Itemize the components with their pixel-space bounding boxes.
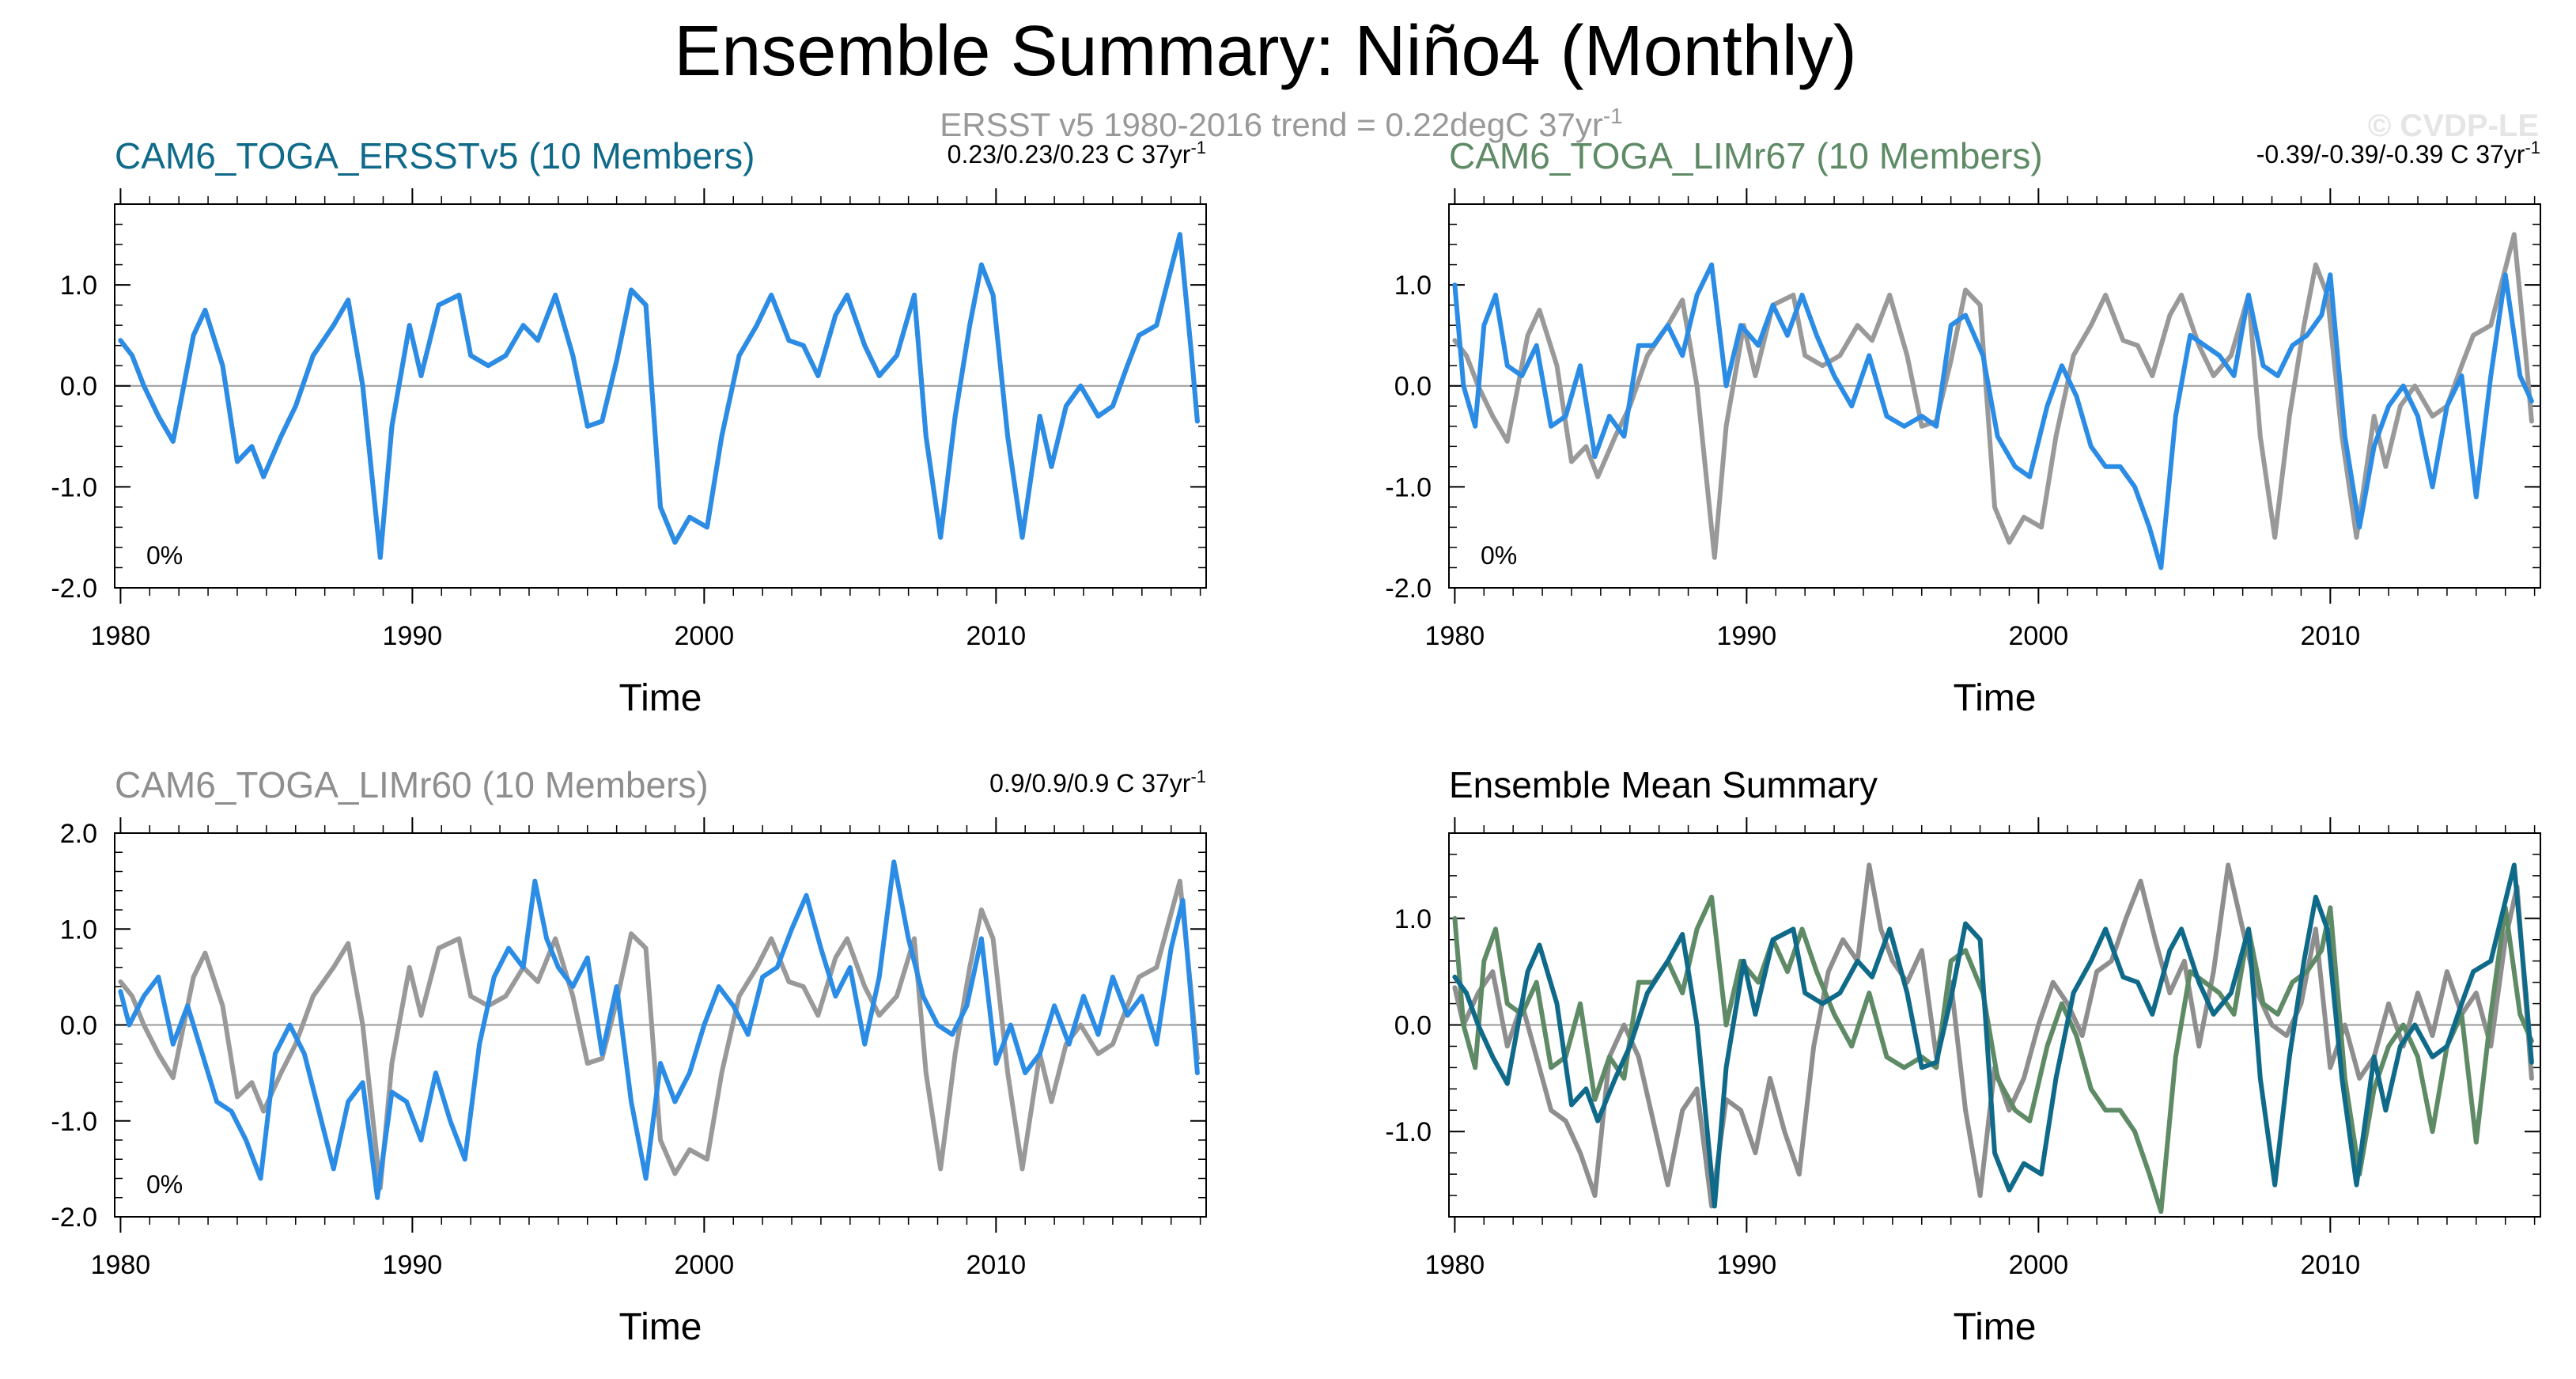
trend-label-superscript: -1 — [1190, 767, 1206, 786]
trend-label-text: -0.39/-0.39/-0.39 C 37yr — [2256, 140, 2525, 169]
y-tick-label: 1.0 — [1394, 904, 1432, 934]
panel-grid: CAM6_TOGA_ERSSTv5 (10 Members) 0.23/0.23/… — [51, 135, 2541, 1348]
y-tick-label: -1.0 — [1385, 1117, 1432, 1147]
x-axis-title: Time — [619, 677, 702, 719]
x-axis-title: Time — [619, 1306, 702, 1348]
y-tick-label: 2.0 — [60, 819, 97, 849]
panel-title: CAM6_TOGA_ERSSTv5 (10 Members) — [115, 135, 755, 176]
x-tick-label: 2010 — [966, 1250, 1027, 1280]
y-tick-label: -1.0 — [1385, 472, 1432, 502]
panel-ensmean: Ensemble Mean Summary -1.0 0.0 1.0 1980 1990 2… — [1385, 764, 2541, 1348]
observation-trend-text: ERSST v5 1980-2016 trend = 0.22degC 37yr — [940, 106, 1603, 143]
x-tick-label: 1990 — [383, 1250, 443, 1280]
panel-title: CAM6_TOGA_LIMr67 (10 Members) — [1449, 135, 2043, 176]
percent-label: 0% — [1481, 541, 1517, 570]
y-tick-label: 1.0 — [1394, 271, 1432, 301]
figure-title: Ensemble Summary: Niño4 (Monthly) — [674, 12, 1857, 91]
x-tick-label: 2000 — [675, 621, 735, 651]
trend-label-superscript: -1 — [2525, 138, 2540, 157]
percent-label: 0% — [146, 541, 183, 570]
y-tick-label: 0.0 — [1394, 372, 1432, 402]
x-tick-label: 1980 — [91, 1250, 151, 1280]
plot-frame — [114, 203, 1207, 589]
series-line-1 — [1452, 894, 2534, 1214]
panel-title: Ensemble Mean Summary — [1449, 764, 1878, 805]
panel-trend-label: 0.23/0.23/0.23 C 37yr-1 — [948, 138, 1206, 169]
y-tick-label: -2.0 — [1385, 574, 1432, 604]
x-tick-label: 1990 — [1717, 1250, 1777, 1280]
y-tick-label: -2.0 — [51, 574, 97, 604]
observation-trend-note: ERSST v5 1980-2016 trend = 0.22degC 37yr… — [940, 104, 1623, 143]
x-axis-title: Time — [1954, 677, 2037, 719]
series-line-1 — [118, 859, 1200, 1200]
y-tick-label: 0.0 — [1394, 1011, 1432, 1041]
x-tick-label: 2000 — [2009, 621, 2069, 651]
observation-trend-superscript: -1 — [1603, 104, 1623, 128]
y-tick-label: -2.0 — [51, 1203, 97, 1233]
x-axis-title: Time — [1954, 1306, 2037, 1348]
x-tick-label: 1980 — [1425, 1250, 1485, 1280]
x-tick-label: 1980 — [91, 621, 151, 651]
trend-label-text: 0.23/0.23/0.23 C 37yr — [948, 140, 1191, 169]
x-tick-label: 2010 — [2301, 1250, 2361, 1280]
y-tick-label: 0.0 — [60, 1011, 97, 1041]
series-line-1 — [1452, 262, 2534, 570]
panel-ersst: CAM6_TOGA_ERSSTv5 (10 Members) 0.23/0.23/… — [51, 135, 1207, 719]
x-tick-label: 2000 — [675, 1250, 735, 1280]
y-tick-label: -1.0 — [51, 1107, 97, 1137]
percent-label: 0% — [146, 1170, 183, 1199]
series-line-1 — [118, 232, 1200, 560]
cvdp-watermark: © CVDP-LE — [2368, 108, 2539, 143]
panel-limr67: CAM6_TOGA_LIMr67 (10 Members) -0.39/-0.39… — [1385, 135, 2541, 719]
x-tick-label: 2010 — [966, 621, 1027, 651]
trend-label-superscript: -1 — [1190, 138, 1206, 157]
x-tick-label: 1980 — [1425, 621, 1485, 651]
trend-label-text: 0.9/0.9/0.9 C 37yr — [989, 769, 1191, 797]
x-tick-label: 1990 — [383, 621, 443, 651]
panel-limr60: CAM6_TOGA_LIMr60 (10 Members) 0.9/0.9/0.9… — [51, 764, 1207, 1348]
x-tick-label: 2010 — [2301, 621, 2361, 651]
series-line-2 — [1452, 862, 2534, 1209]
panel-trend-label: 0.9/0.9/0.9 C 37yr-1 — [989, 767, 1206, 797]
y-tick-label: -1.0 — [51, 472, 97, 502]
x-tick-label: 1990 — [1717, 621, 1777, 651]
panel-title: CAM6_TOGA_LIMr60 (10 Members) — [115, 764, 709, 805]
panel-trend-label: -0.39/-0.39/-0.39 C 37yr-1 — [2256, 138, 2540, 169]
y-tick-label: 1.0 — [60, 915, 97, 945]
y-tick-label: 1.0 — [60, 271, 97, 301]
y-tick-label: 0.0 — [60, 372, 97, 402]
plot-frame — [1448, 203, 2541, 589]
x-tick-label: 2000 — [2009, 1250, 2069, 1280]
